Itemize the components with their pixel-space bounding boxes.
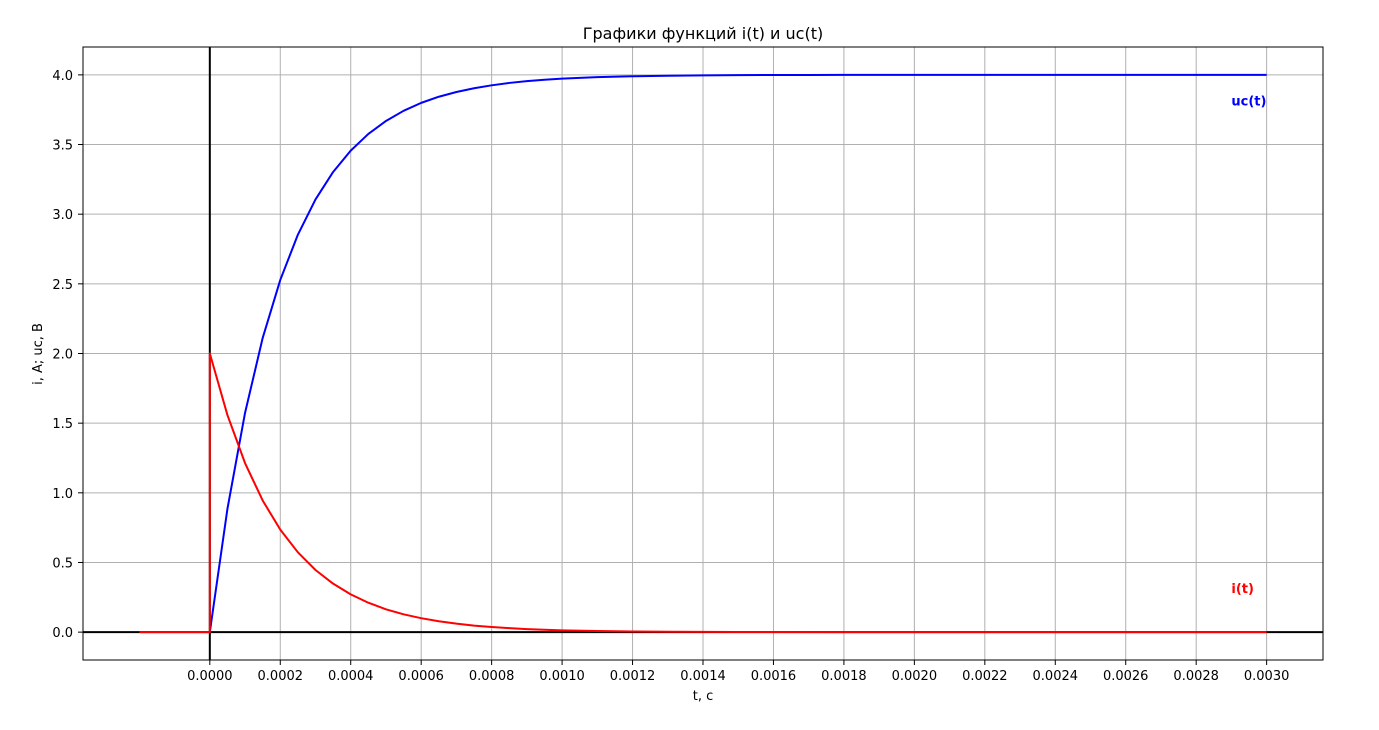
series-lines xyxy=(139,73,1267,634)
annotation-uct: uc(t) xyxy=(1231,95,1266,110)
x-tick-label: 0.0000 xyxy=(187,669,233,684)
y-tick-label: 4.0 xyxy=(52,69,73,84)
grid xyxy=(83,47,1323,660)
chart-title: Графики функций i(t) и uc(t) xyxy=(583,24,823,43)
x-tick-label: 0.0028 xyxy=(1173,669,1219,684)
y-tick-label: 1.0 xyxy=(52,487,73,502)
y-tick-label: 2.0 xyxy=(52,348,73,363)
annotation-it: i(t) xyxy=(1231,582,1254,597)
y-tick-label: 2.5 xyxy=(52,278,73,293)
x-axis-label: t, c xyxy=(693,689,714,704)
x-tick-label: 0.0002 xyxy=(258,669,304,684)
x-tick-label: 0.0026 xyxy=(1103,669,1149,684)
series-line-it xyxy=(139,352,1267,634)
y-tick-label: 3.0 xyxy=(52,208,73,223)
y-axis-ticks: 0.0 0.5 1.0 1.5 2.0 2.5 3.0 3.5 4.0 xyxy=(52,69,83,641)
x-tick-label: 0.0018 xyxy=(821,669,867,684)
x-tick-label: 0.0022 xyxy=(962,669,1008,684)
x-tick-label: 0.0012 xyxy=(610,669,656,684)
x-axis-ticks: 0.0000 0.0002 0.0004 0.0006 0.0008 0.0010 0.00… xyxy=(187,660,1289,684)
x-tick-label: 0.0030 xyxy=(1244,669,1290,684)
x-tick-label: 0.0020 xyxy=(892,669,938,684)
y-tick-label: 1.5 xyxy=(52,417,73,432)
x-tick-label: 0.0008 xyxy=(469,669,515,684)
y-tick-label: 0.5 xyxy=(52,556,73,571)
series-line-uct xyxy=(208,73,1267,633)
series-annotations: uc(t) i(t) xyxy=(1231,95,1266,598)
y-tick-label: 3.5 xyxy=(52,139,73,154)
y-tick-label: 0.0 xyxy=(52,626,73,641)
x-tick-label: 0.0014 xyxy=(680,669,726,684)
x-tick-label: 0.0006 xyxy=(398,669,444,684)
y-axis-label: i, A; uc, B xyxy=(31,323,46,385)
x-tick-label: 0.0004 xyxy=(328,669,374,684)
x-tick-label: 0.0016 xyxy=(751,669,797,684)
x-tick-label: 0.0024 xyxy=(1033,669,1079,684)
x-tick-label: 0.0010 xyxy=(539,669,585,684)
